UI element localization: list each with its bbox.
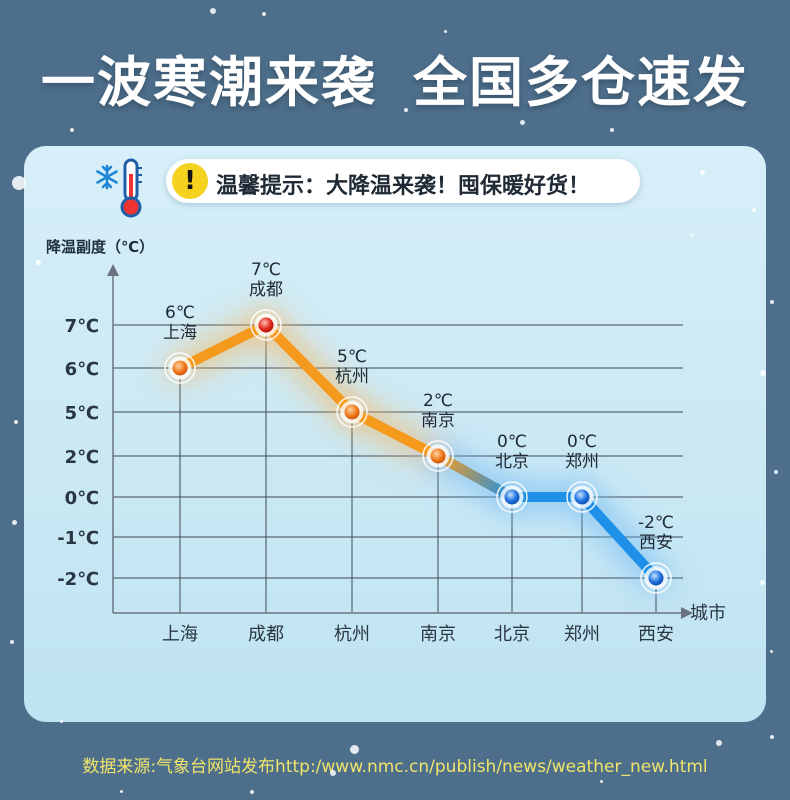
y-axis-arrow [107,264,119,276]
snowflake-dot [12,520,17,525]
snowflake-dot [752,208,756,212]
snowflake-dot [12,176,26,190]
line-segment [175,320,271,373]
data-point [344,404,360,420]
data-point [172,360,188,376]
data-point [504,489,520,505]
tip-banner: ! 温馨提示：大降温来袭！囤保暖好货！ [166,159,640,203]
x-axis-arrow [681,607,693,619]
exclamation-icon: ! [172,163,208,199]
point-ring [422,440,454,472]
snowflake-dot [716,740,722,746]
snowflake-dot [250,790,254,794]
snowflake-dot [600,780,603,783]
snowflake-thermometer-icon [96,158,142,218]
x-tick-label: 北京 [494,624,530,645]
snowflake-dot [210,8,216,14]
data-label-temp: 2℃ [423,391,453,411]
data-label-temp: 5℃ [337,347,367,367]
snowflake-dot [770,300,774,304]
x-tick-label: 上海 [162,624,198,645]
line-segment [347,407,443,461]
snowflake-dot [262,12,266,16]
data-label-city: 南京 [421,411,455,431]
snowflake-dot [760,580,765,585]
data-label-temp: 6℃ [165,303,195,323]
y-tick-label: -1℃ [57,528,99,549]
point-ring [336,396,368,428]
data-label-temp: 7℃ [251,260,281,280]
data-label-city: 郑州 [565,452,599,472]
snowflake-dot [770,650,773,653]
snowflake-dot [70,128,74,132]
data-label-temp: 0℃ [497,432,527,452]
data-label-city: 杭州 [335,367,369,387]
snowflake-dot [690,234,693,237]
data-label-city: 北京 [495,452,529,472]
line-segment [577,492,661,583]
y-tick-label: 0℃ [65,488,99,509]
snowflake-dot [10,640,14,644]
snowflake-dot [444,30,447,33]
page-title: 一波寒潮来袭 全国多仓速发 [0,38,790,117]
point-ring [496,481,528,513]
snowflake-dot [14,420,18,424]
x-tick-label: 郑州 [564,624,600,645]
snowflake-dot [330,770,336,776]
data-point [648,570,664,586]
x-tick-label: 南京 [420,624,456,645]
data-label-city: 上海 [163,323,197,343]
snowflake-dot [700,170,705,175]
x-tick-label: 成都 [248,624,284,645]
snowflake-dot [36,260,41,265]
tip-text: 温馨提示：大降温来袭！囤保暖好货！ [216,174,591,199]
y-tick-label: 2℃ [65,447,99,468]
snowflake-dot [60,720,63,723]
snowflake-dot [610,128,614,132]
point-ring [566,481,598,513]
snowflake-dot [404,108,408,112]
data-source: 数据来源:气象台网站发布http:/www.nmc.cn/publish/new… [82,757,708,777]
data-point [430,448,446,464]
data-point [258,317,274,333]
data-label-city: 西安 [639,533,673,553]
point-ring [164,352,196,384]
x-tick-label: 杭州 [334,624,370,645]
snowflake-dot [774,470,778,474]
point-ring [250,309,282,341]
x-tick-label: 西安 [638,624,674,645]
y-tick-label: -2℃ [57,569,99,590]
snowflake-dot [770,735,774,739]
point-ring [640,562,672,594]
title-part-2: 全国多仓速发 [413,51,749,114]
x-axis-label: 城市 [690,603,726,624]
line-segment [433,451,517,502]
snowflake-dot [120,790,123,793]
y-axis-label: 降温副度（℃） [46,238,155,256]
data-label-city: 成都 [249,280,283,300]
data-label-temp: -2℃ [638,513,674,533]
snowflake-dot [760,370,766,376]
snowflake-dot [350,745,359,754]
title-part-1: 一波寒潮来袭 [41,51,377,114]
y-tick-label: 7℃ [65,316,99,337]
data-label-temp: 0℃ [567,432,597,452]
y-tick-label: 6℃ [65,359,99,380]
y-tick-label: 5℃ [65,403,99,424]
line-segment [261,320,357,417]
snowflake-dot [520,120,525,125]
data-point [574,489,590,505]
